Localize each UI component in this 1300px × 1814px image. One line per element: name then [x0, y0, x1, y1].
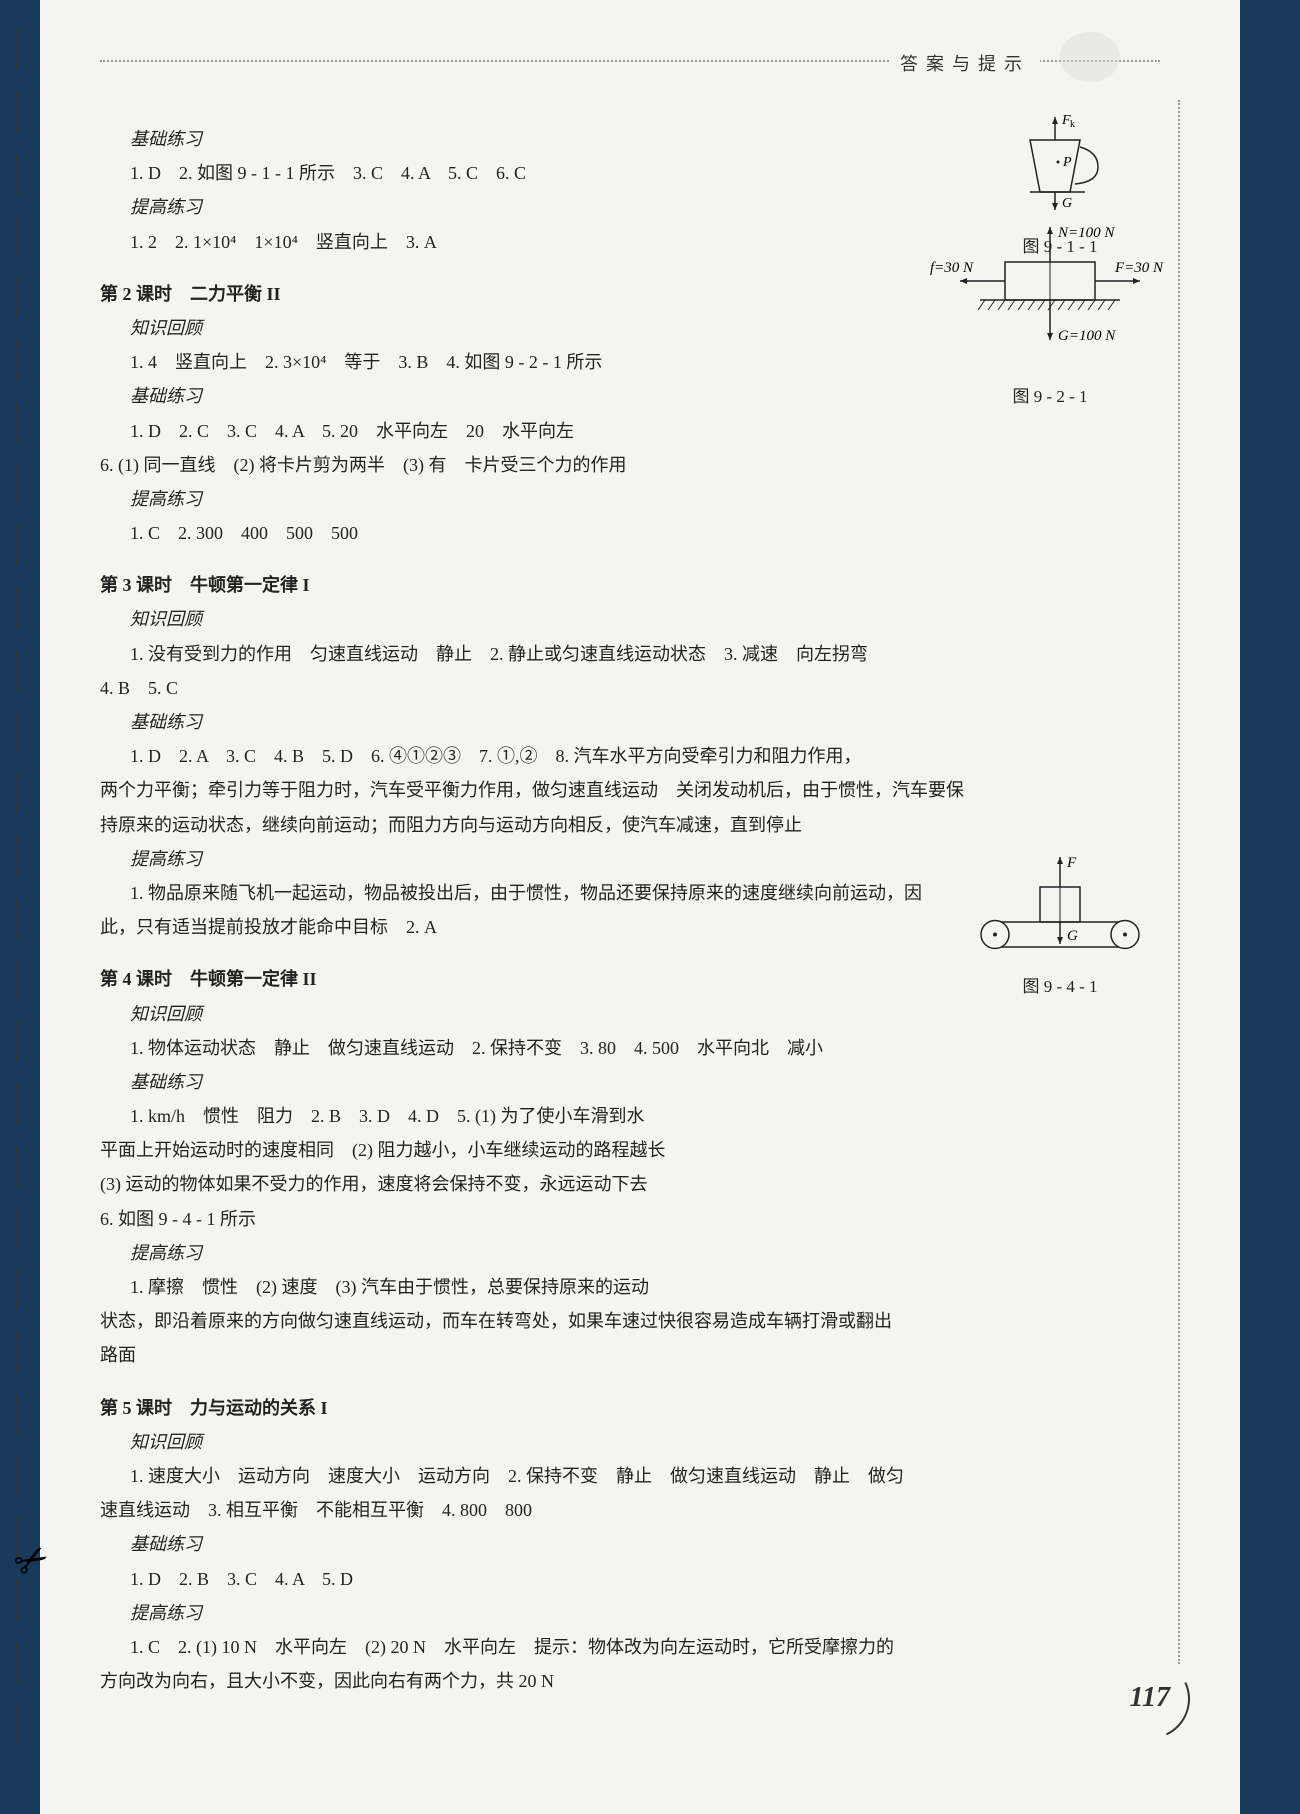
- answer-line: 1. 速度大小 运动方向 速度大小 运动方向 2. 保持不变 静止 做匀速直线运…: [100, 1459, 1120, 1493]
- answer-line: 两个力平衡；牵引力等于阻力时，汽车受平衡力作用，做匀速直线运动 关闭发动机后，由…: [100, 773, 1120, 807]
- answer-line: 6. (1) 同一直线 (2) 将卡片剪为两半 (3) 有 卡片受三个力的作用: [100, 448, 1120, 482]
- section-title: 第 5 课时 力与运动的关系 I: [100, 1391, 1120, 1425]
- subsection-title: 提高练习: [100, 1236, 1120, 1270]
- page-number: 117: [1130, 1682, 1170, 1714]
- figure-9-4-1: F G 图 9 - 4 - 1: [960, 852, 1160, 1003]
- figure-caption: 图 9 - 2 - 1: [930, 381, 1170, 413]
- svg-text:F=30 N: F=30 N: [1114, 260, 1164, 276]
- answer-line: (3) 运动的物体如果不受力的作用，速度将会保持不变，永远运动下去: [100, 1167, 1120, 1201]
- svg-text:k: k: [1070, 119, 1075, 130]
- svg-text:F: F: [1066, 855, 1077, 871]
- section-title: 第 3 课时 牛顿第一定律 I: [100, 568, 1120, 602]
- header-title: 答案与提示: [890, 50, 1040, 76]
- answer-line: 1. C 2. 300 400 500 500: [100, 516, 1120, 550]
- page-container: ✂ 答案与提示 F k P G 图 9 - 1 - 1: [40, 0, 1240, 1814]
- subsection-title: 提高练习: [100, 482, 1120, 516]
- answer-line: 速直线运动 3. 相互平衡 不能相互平衡 4. 800 800: [100, 1493, 1120, 1527]
- answer-line: 1. 摩擦 惯性 (2) 速度 (3) 汽车由于惯性，总要保持原来的运动: [100, 1270, 1120, 1304]
- answer-line: 4. B 5. C: [100, 671, 1120, 705]
- answer-line: 1. C 2. (1) 10 N 水平向左 (2) 20 N 水平向左 提示：物…: [100, 1630, 1120, 1664]
- answer-line: 路面: [100, 1338, 1120, 1372]
- figure-caption: 图 9 - 4 - 1: [960, 971, 1160, 1003]
- header-decoration-icon: [1060, 32, 1120, 82]
- svg-text:G: G: [1062, 196, 1072, 211]
- svg-text:G=100 N: G=100 N: [1058, 328, 1116, 344]
- answer-line: 1. 物体运动状态 静止 做匀速直线运动 2. 保持不变 3. 80 4. 50…: [100, 1031, 1120, 1065]
- subsection-title: 知识回顾: [100, 602, 1120, 636]
- answer-line: 平面上开始运动时的速度相同 (2) 阻力越小，小车继续运动的路程越长: [100, 1133, 1120, 1167]
- subsection-title: 基础练习: [100, 1527, 1120, 1561]
- right-dotted-border: [1178, 100, 1180, 1664]
- answer-line: 1. km/h 惯性 阻力 2. B 3. D 4. D 5. (1) 为了使小…: [100, 1099, 1120, 1133]
- content-area: F k P G 图 9 - 1 - 1 N=100 N: [100, 122, 1160, 1698]
- subsection-title: 提高练习: [100, 190, 1120, 224]
- subsection-title: 基础练习: [100, 1065, 1120, 1099]
- answer-line: 1. D 2. C 3. C 4. A 5. 20 水平向左 20 水平向左: [100, 414, 1120, 448]
- answer-line: 方向改为向右，且大小不变，因此向右有两个力，共 20 N: [100, 1664, 1120, 1698]
- svg-text:G: G: [1067, 928, 1078, 944]
- figure-9-2-1: N=100 N f=30 N F=30 N: [930, 222, 1170, 413]
- subsection-title: 提高练习: [100, 1596, 1120, 1630]
- answer-line: 1. D 2. A 3. C 4. B 5. D 6. ④①②③ 7. ①,② …: [100, 739, 1120, 773]
- svg-text:N=100 N: N=100 N: [1057, 225, 1115, 241]
- answer-line: 持原来的运动状态，继续向前运动；而阻力方向与运动方向相反，使汽车减速，直到停止: [100, 808, 1120, 842]
- subsection-title: 知识回顾: [100, 1425, 1120, 1459]
- answer-line: 1. D 2. 如图 9 - 1 - 1 所示 3. C 4. A 5. C 6…: [100, 156, 1120, 190]
- answer-line: 1. D 2. B 3. C 4. A 5. D: [100, 1562, 1120, 1596]
- answer-line: 状态，即沿着原来的方向做匀速直线运动，而车在转弯处，如果车速过快很容易造成车辆打…: [100, 1304, 1120, 1338]
- answer-line: 6. 如图 9 - 4 - 1 所示: [100, 1202, 1120, 1236]
- subsection-title: 基础练习: [100, 122, 1120, 156]
- svg-text:P: P: [1062, 155, 1072, 170]
- answer-line: 1. 没有受到力的作用 匀速直线运动 静止 2. 静止或匀速直线运动状态 3. …: [100, 637, 1120, 671]
- subsection-title: 基础练习: [100, 705, 1120, 739]
- header-divider: 答案与提示: [100, 60, 1160, 62]
- svg-text:f=30 N: f=30 N: [930, 260, 974, 276]
- scissors-icon: ✂: [5, 1532, 58, 1589]
